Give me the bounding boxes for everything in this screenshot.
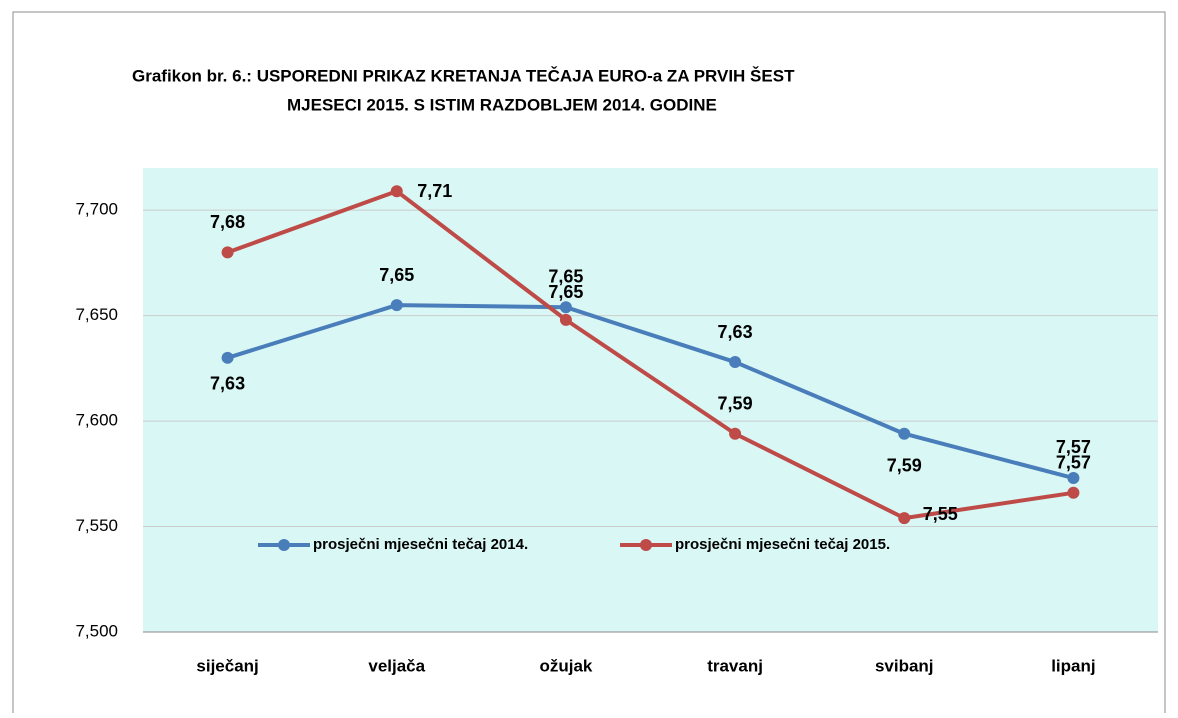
chart-title: MJESECI 2015. S ISTIM RAZDOBLJEM 2014. G… bbox=[287, 95, 717, 114]
data-label: 7,68 bbox=[210, 212, 245, 232]
data-point bbox=[729, 427, 742, 440]
series-line bbox=[226, 303, 1074, 480]
data-point bbox=[390, 299, 403, 312]
data-label: 7,59 bbox=[887, 455, 922, 475]
y-tick-label: 7,700 bbox=[75, 200, 118, 219]
data-point bbox=[559, 301, 572, 314]
data-label: 7,71 bbox=[417, 181, 452, 201]
data-label: 7,57 bbox=[1056, 453, 1091, 473]
data-point bbox=[898, 512, 911, 525]
legend-marker bbox=[640, 539, 652, 551]
y-tick-label: 7,500 bbox=[75, 621, 118, 640]
data-label: 7,59 bbox=[718, 393, 753, 413]
x-tick-label: siječanj bbox=[196, 656, 258, 675]
data-label: 7,57 bbox=[1056, 437, 1091, 457]
data-point bbox=[559, 313, 572, 326]
data-label: 7,65 bbox=[548, 267, 583, 287]
x-tick-label: travanj bbox=[707, 656, 763, 675]
data-point bbox=[390, 185, 403, 198]
data-point bbox=[1067, 486, 1080, 499]
x-tick-label: veljača bbox=[368, 656, 425, 675]
data-point bbox=[221, 351, 234, 364]
x-tick-label: lipanj bbox=[1051, 656, 1095, 675]
data-label: 7,63 bbox=[718, 322, 753, 342]
y-tick-label: 7,550 bbox=[75, 516, 118, 535]
chart-title: Grafikon br. 6.: USPOREDNI PRIKAZ KRETAN… bbox=[132, 66, 795, 85]
data-point bbox=[729, 356, 742, 369]
legend-label: prosječni mjesečni tečaj 2015. bbox=[675, 536, 890, 553]
data-label: 7,65 bbox=[379, 265, 414, 285]
x-tick-label: ožujak bbox=[539, 656, 592, 675]
y-tick-label: 7,600 bbox=[75, 411, 118, 430]
data-point bbox=[1067, 472, 1080, 485]
plot-area bbox=[143, 168, 1158, 632]
data-label: 7,63 bbox=[210, 374, 245, 394]
data-point bbox=[898, 427, 911, 440]
series-line bbox=[226, 189, 1074, 521]
legend-label: prosječni mjesečni tečaj 2014. bbox=[313, 536, 528, 553]
data-point bbox=[221, 246, 234, 259]
data-label: 7,55 bbox=[923, 504, 958, 524]
legend-marker bbox=[278, 539, 290, 551]
data-label: 7,65 bbox=[548, 282, 583, 302]
x-tick-label: svibanj bbox=[875, 656, 934, 675]
y-tick-label: 7,650 bbox=[75, 305, 118, 324]
